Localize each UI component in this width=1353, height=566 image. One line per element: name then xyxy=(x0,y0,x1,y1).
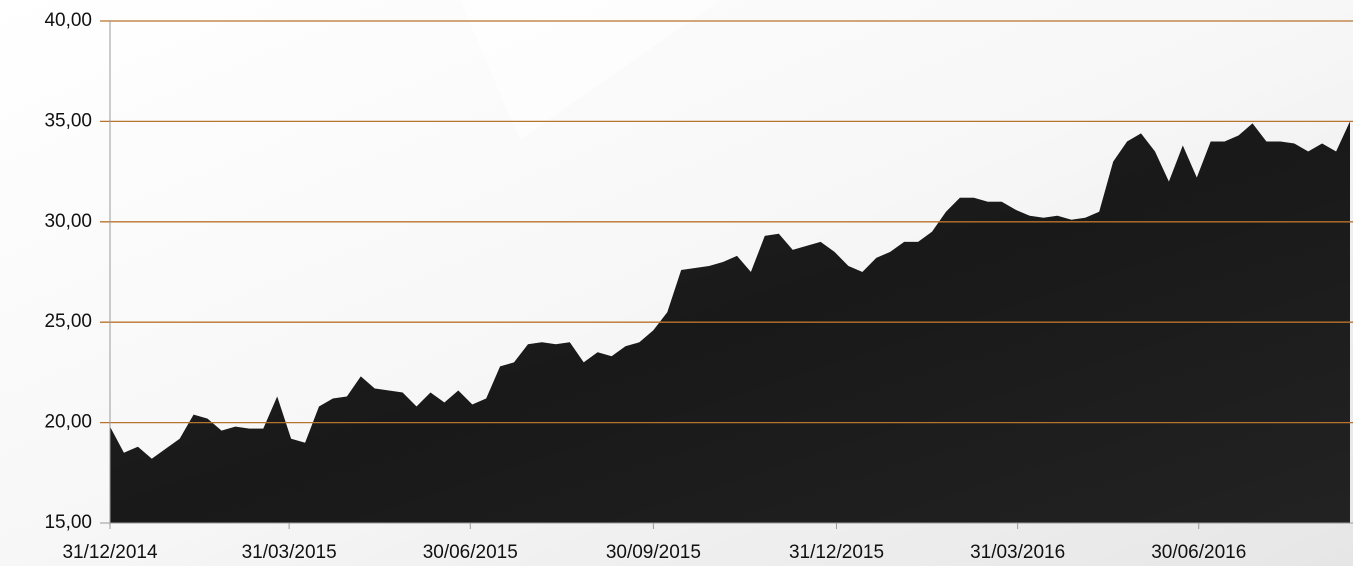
x-tick-label: 31/03/2016 xyxy=(970,542,1065,563)
y-tick-label: 40,00 xyxy=(44,10,92,31)
chart: 15,00 20,00 25,00 30,00 35,00 40,00 31/12/2014… xyxy=(0,0,1353,566)
y-tick-label: 25,00 xyxy=(44,311,92,332)
page: {"chart_data": {"type": "area", "color":… xyxy=(0,0,1353,566)
y-tick-label: 15,00 xyxy=(44,512,92,533)
y-tick-label: 35,00 xyxy=(44,110,92,131)
x-tick-label: 30/09/2015 xyxy=(606,542,701,563)
x-tick-label: 30/06/2015 xyxy=(423,542,518,563)
x-tick-label: 31/12/2015 xyxy=(789,542,884,563)
y-tick-label: 20,00 xyxy=(44,412,92,433)
x-tick-label: 31/03/2015 xyxy=(242,542,337,563)
x-tick-label: 30/06/2016 xyxy=(1151,542,1246,563)
x-tick-label: 31/12/2014 xyxy=(62,542,158,563)
y-tick-label: 30,00 xyxy=(44,211,92,232)
